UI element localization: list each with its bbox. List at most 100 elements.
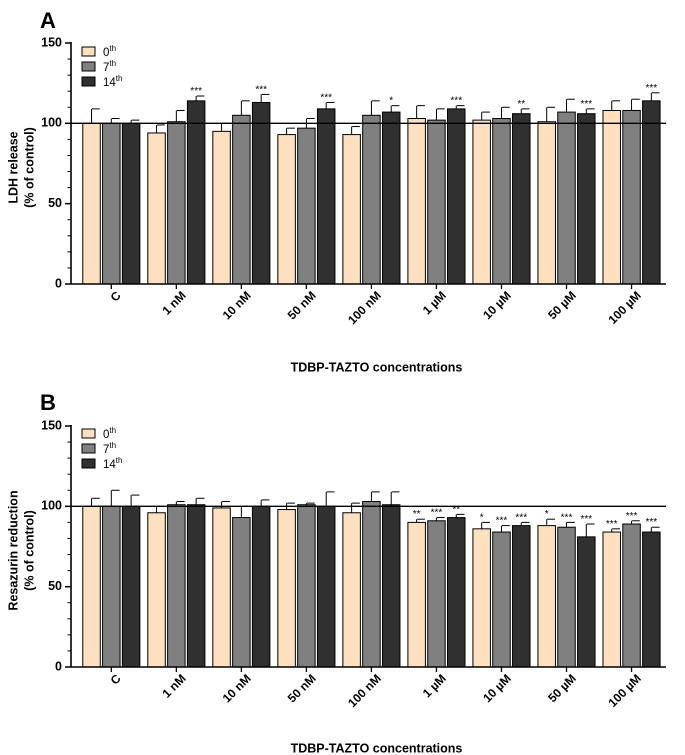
category-label: 10 nM xyxy=(220,288,254,322)
bar xyxy=(407,118,426,285)
significance-label: *** xyxy=(606,519,618,530)
bar xyxy=(147,512,166,668)
bar xyxy=(427,520,446,668)
y-tick-label: 150 xyxy=(41,35,62,49)
y-tick-label: 0 xyxy=(55,659,62,673)
panel-letter: B xyxy=(40,390,56,415)
legend-superscript: th xyxy=(116,74,123,83)
category-label: 1 nM xyxy=(159,288,188,317)
y-tick-label: 150 xyxy=(41,418,62,432)
legend-swatch xyxy=(81,458,96,469)
bar xyxy=(362,114,381,285)
bar xyxy=(232,114,251,285)
bar xyxy=(186,504,206,668)
bar xyxy=(167,504,186,668)
bar xyxy=(342,512,361,668)
legend-superscript: th xyxy=(109,59,116,68)
bar xyxy=(537,121,556,285)
bar xyxy=(342,134,361,285)
significance-label: *** xyxy=(645,517,657,528)
significance-label: *** xyxy=(580,99,592,110)
chart-panel-a: A C *** 1 nM *** 10 nM *** 50 nM * 100 nM *** 1 µM *… xyxy=(6,8,666,374)
y-axis-title-line2: (% of control) xyxy=(22,127,36,208)
bar xyxy=(102,122,121,285)
bar xyxy=(407,521,426,668)
bar xyxy=(232,517,251,668)
legend-superscript: th xyxy=(116,456,123,465)
chart-panel-b: BC 1 nM 10 nM 50 nM 100 nM** *** **1 µM* *** ***… xyxy=(6,390,666,755)
significance-label: *** xyxy=(515,512,527,523)
significance-label: *** xyxy=(431,508,443,519)
y-axis-title-line1: Resazurin reduction xyxy=(6,490,20,610)
legend-entry: 7th xyxy=(103,59,116,74)
category-label: 100 nM xyxy=(345,671,384,710)
category-label: 50 nM xyxy=(285,288,319,322)
legend-label: 14 xyxy=(103,459,116,471)
bar xyxy=(381,504,401,668)
bar xyxy=(602,109,621,285)
bar xyxy=(82,505,101,668)
bar xyxy=(602,531,621,668)
category-label: 1 µM xyxy=(420,671,449,700)
legend-label: 7 xyxy=(103,444,109,456)
bar xyxy=(277,134,296,285)
bar xyxy=(277,509,296,668)
legend-superscript: th xyxy=(109,426,116,435)
bar xyxy=(642,531,661,668)
legend-swatch xyxy=(81,46,96,57)
bar xyxy=(427,119,446,285)
x-axis-title: TDBP-TAZTO concentrations xyxy=(291,360,463,374)
bar xyxy=(147,132,166,285)
x-axis-title: TDBP-TAZTO concentrations xyxy=(291,741,463,755)
bar xyxy=(212,130,231,285)
significance-label: * xyxy=(480,512,484,523)
panel-letter: A xyxy=(40,8,56,33)
significance-label: *** xyxy=(450,96,462,107)
bar xyxy=(381,111,401,285)
significance-label: ** xyxy=(452,504,460,515)
bar xyxy=(447,517,466,668)
category-label: 10 µM xyxy=(480,288,514,322)
bar xyxy=(642,100,661,285)
bar xyxy=(577,113,596,285)
bar xyxy=(557,526,576,668)
bar xyxy=(297,504,316,668)
legend-label: 0 xyxy=(103,429,109,441)
legend-label: 0 xyxy=(103,47,109,59)
bar xyxy=(167,121,186,285)
significance-label: *** xyxy=(190,86,202,97)
y-axis-title-line1: LDH release xyxy=(6,131,20,203)
category-label: 10 µM xyxy=(480,671,514,705)
legend-swatch xyxy=(81,428,96,439)
legend-superscript: th xyxy=(109,441,116,450)
category-label: 1 µM xyxy=(420,288,449,317)
bar xyxy=(297,127,316,285)
legend-label: 14 xyxy=(103,77,116,89)
y-tick-label: 100 xyxy=(41,116,62,130)
legend-entry: 0th xyxy=(103,426,116,441)
significance-label: *** xyxy=(580,514,592,525)
category-label: 50 µM xyxy=(545,671,579,705)
significance-label: *** xyxy=(645,83,657,94)
significance-label: * xyxy=(389,96,393,107)
bar xyxy=(362,501,381,668)
y-tick-label: 100 xyxy=(41,499,62,513)
bar xyxy=(251,505,271,668)
legend-superscript: th xyxy=(109,44,116,53)
legend-entry: 7th xyxy=(103,441,116,456)
legend-entry: 0th xyxy=(103,44,116,59)
significance-label: *** xyxy=(496,516,508,527)
category-label: 50 nM xyxy=(285,671,319,705)
bar xyxy=(512,525,531,668)
bar xyxy=(102,505,121,668)
bar xyxy=(492,531,511,668)
bar xyxy=(82,122,101,285)
legend-label: 7 xyxy=(103,62,109,74)
legend-swatch xyxy=(81,61,96,72)
bar xyxy=(186,100,206,285)
bar xyxy=(447,108,466,285)
category-label: 100 µM xyxy=(606,671,644,709)
significance-label: * xyxy=(545,509,549,520)
